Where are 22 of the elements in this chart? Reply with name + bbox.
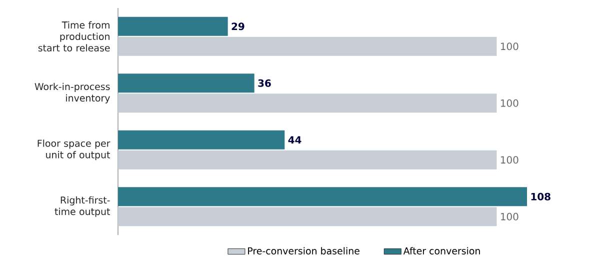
- y-tick-label: Time from production start to release: [38, 21, 110, 52]
- legend-label: After conversion: [403, 247, 480, 254]
- y-tick-label: Work-in-process inventory: [34, 82, 110, 104]
- data-label: 100: [501, 212, 518, 220]
- bar: [118, 74, 254, 93]
- data-label: 29: [232, 22, 244, 30]
- bar: [118, 207, 497, 226]
- bar: [118, 187, 528, 206]
- data-label: 100: [501, 99, 518, 107]
- y-tick-label: Right-first-time output: [54, 196, 110, 217]
- bar: [118, 94, 497, 113]
- bar: [118, 130, 285, 150]
- data-label: 100: [501, 156, 518, 164]
- bar: [118, 150, 497, 170]
- bar: [118, 36, 497, 56]
- data-label: 108: [531, 192, 550, 200]
- bar: [118, 16, 228, 36]
- y-tick-label: Floor space per unit of output: [38, 140, 110, 160]
- data-label: 100: [501, 42, 518, 50]
- legend-label: Pre-conversion baseline: [248, 247, 360, 254]
- data-label: 36: [258, 79, 271, 87]
- data-label: 44: [288, 136, 302, 144]
